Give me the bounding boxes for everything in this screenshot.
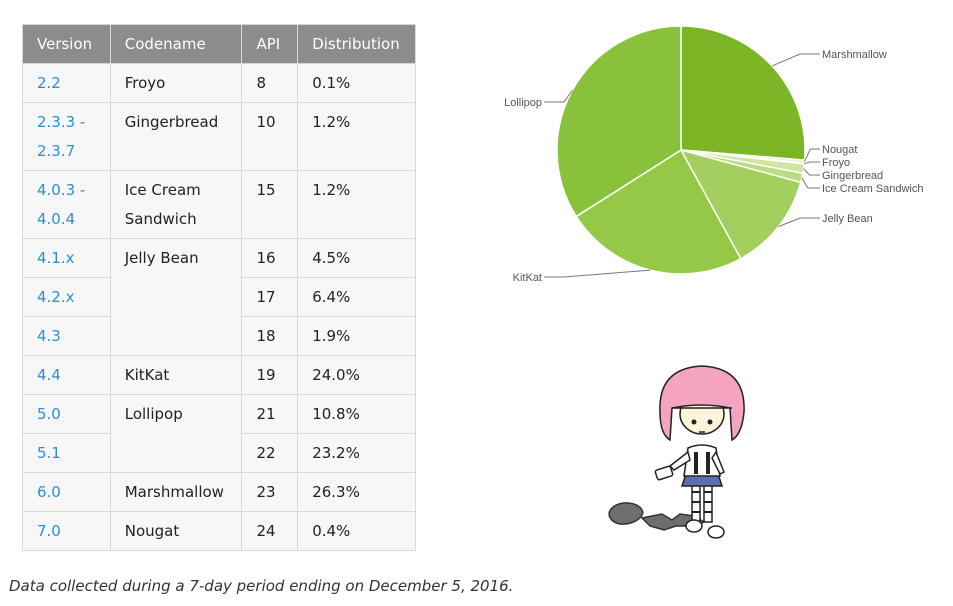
version-link[interactable]: 4.3 (22, 316, 111, 356)
distribution-table: Version Codename API Distribution 2.2 Fr… (22, 24, 416, 551)
data-collection-footnote: Data collected during a 7-day period end… (9, 577, 514, 595)
version-link[interactable]: 6.0 (22, 472, 111, 512)
pie-leader-line (544, 269, 651, 278)
table-row: 4.2.x 17 6.4% (22, 277, 416, 317)
pie-slice-jelly-bean (679, 148, 802, 260)
table-row: 2.3.3 - 2.3.7 Gingerbread 10 1.2% (22, 102, 416, 171)
pie-slices (556, 25, 806, 275)
version-link[interactable]: 5.0 (22, 394, 111, 434)
api-cell: 17 (241, 277, 299, 317)
table-row: 4.0.3 - 4.0.4 Ice Cream Sandwich 15 1.2% (22, 170, 416, 239)
table-row: 4.3 18 1.9% (22, 316, 416, 356)
table-row: 4.4 KitKat 19 24.0% (22, 355, 416, 395)
distribution-cell: 0.4% (297, 511, 416, 551)
pie-label: Gingerbread (822, 170, 883, 182)
api-cell: 22 (241, 433, 299, 473)
version-link[interactable]: 2.2 (22, 63, 111, 103)
pie-leader-line (544, 89, 573, 103)
pie-label: Marshmallow (822, 49, 887, 61)
pie-leader-line (803, 148, 820, 162)
pie-label: Nougat (822, 144, 857, 156)
pie-leader-line (771, 53, 820, 67)
api-cell: 24 (241, 511, 299, 551)
header-api: API (241, 24, 299, 64)
header-distribution: Distribution (297, 24, 416, 64)
distribution-cell: 23.2% (297, 433, 416, 473)
api-cell: 10 (241, 102, 299, 171)
version-link[interactable]: 4.1.x (22, 238, 111, 278)
header-version: Version (22, 24, 111, 64)
pie-slice-marshmallow (680, 25, 806, 161)
codename-cell: Gingerbread (109, 102, 243, 171)
header-codename: Codename (109, 24, 243, 64)
codename-cell: Lollipop (109, 394, 243, 473)
codename-text: Ice Cream Sandwich (124, 181, 201, 228)
pie-slice-kitkat (575, 148, 742, 275)
codename-cell: Marshmallow (109, 472, 243, 512)
distribution-cell: 1.9% (297, 316, 416, 356)
codename-cell: Ice Cream Sandwich (109, 170, 243, 239)
distribution-cell: 24.0% (297, 355, 416, 395)
pie-label: Lollipop (504, 97, 542, 109)
api-cell: 15 (241, 170, 299, 239)
distribution-cell: 1.2% (297, 170, 416, 239)
pie-leader-line (803, 168, 820, 176)
version-range[interactable]: 4.0.3 - 4.0.4 (37, 181, 86, 228)
version-link[interactable]: 4.4 (22, 355, 111, 395)
api-cell: 8 (241, 63, 299, 103)
version-link[interactable]: 4.2.x (22, 277, 111, 317)
api-cell: 19 (241, 355, 299, 395)
api-cell: 23 (241, 472, 299, 512)
codename-cell: KitKat (109, 355, 243, 395)
table-row: 7.0 Nougat 24 0.4% (22, 511, 416, 551)
pie-label: KitKat (513, 272, 542, 284)
api-cell: 21 (241, 394, 299, 434)
pie-leader-line (801, 177, 820, 189)
distribution-cell: 6.4% (297, 277, 416, 317)
distribution-cell: 1.2% (297, 102, 416, 171)
table-row: 5.0 Lollipop 21 10.8% (22, 394, 416, 473)
distribution-cell: 26.3% (297, 472, 416, 512)
api-cell: 18 (241, 316, 299, 356)
version-link[interactable]: 7.0 (22, 511, 111, 551)
codename-cell: Froyo (109, 63, 243, 103)
table-row: 4.1.x Jelly Bean 16 4.5% (22, 238, 416, 356)
distribution-cell: 0.1% (297, 63, 416, 103)
table-row: 5.1 22 23.2% (22, 433, 416, 473)
version-link[interactable]: 2.3.3 - 2.3.7 (22, 102, 111, 171)
pie-leader-line (804, 161, 820, 165)
api-cell: 16 (241, 238, 299, 278)
pie-label: Ice Cream Sandwich (822, 183, 924, 195)
codename-cell: Jelly Bean (109, 238, 243, 356)
version-link[interactable]: 4.0.3 - 4.0.4 (22, 170, 111, 239)
version-link[interactable]: 5.1 (22, 433, 111, 473)
pie-label: Jelly Bean (822, 213, 873, 225)
codename-cell: Nougat (109, 511, 243, 551)
distribution-cell: 10.8% (297, 394, 416, 434)
distribution-cell: 4.5% (297, 238, 416, 278)
table-row: 6.0 Marshmallow 23 26.3% (22, 472, 416, 512)
table-header-row: Version Codename API Distribution (22, 24, 416, 64)
android-mascot-illustration (608, 365, 745, 539)
pie-slice-lollipop (556, 25, 682, 218)
version-range[interactable]: 2.3.3 - 2.3.7 (37, 113, 86, 160)
pie-label: Froyo (822, 157, 850, 169)
pie-leader-line (778, 217, 820, 228)
table-row: 2.2 Froyo 8 0.1% (22, 63, 416, 103)
